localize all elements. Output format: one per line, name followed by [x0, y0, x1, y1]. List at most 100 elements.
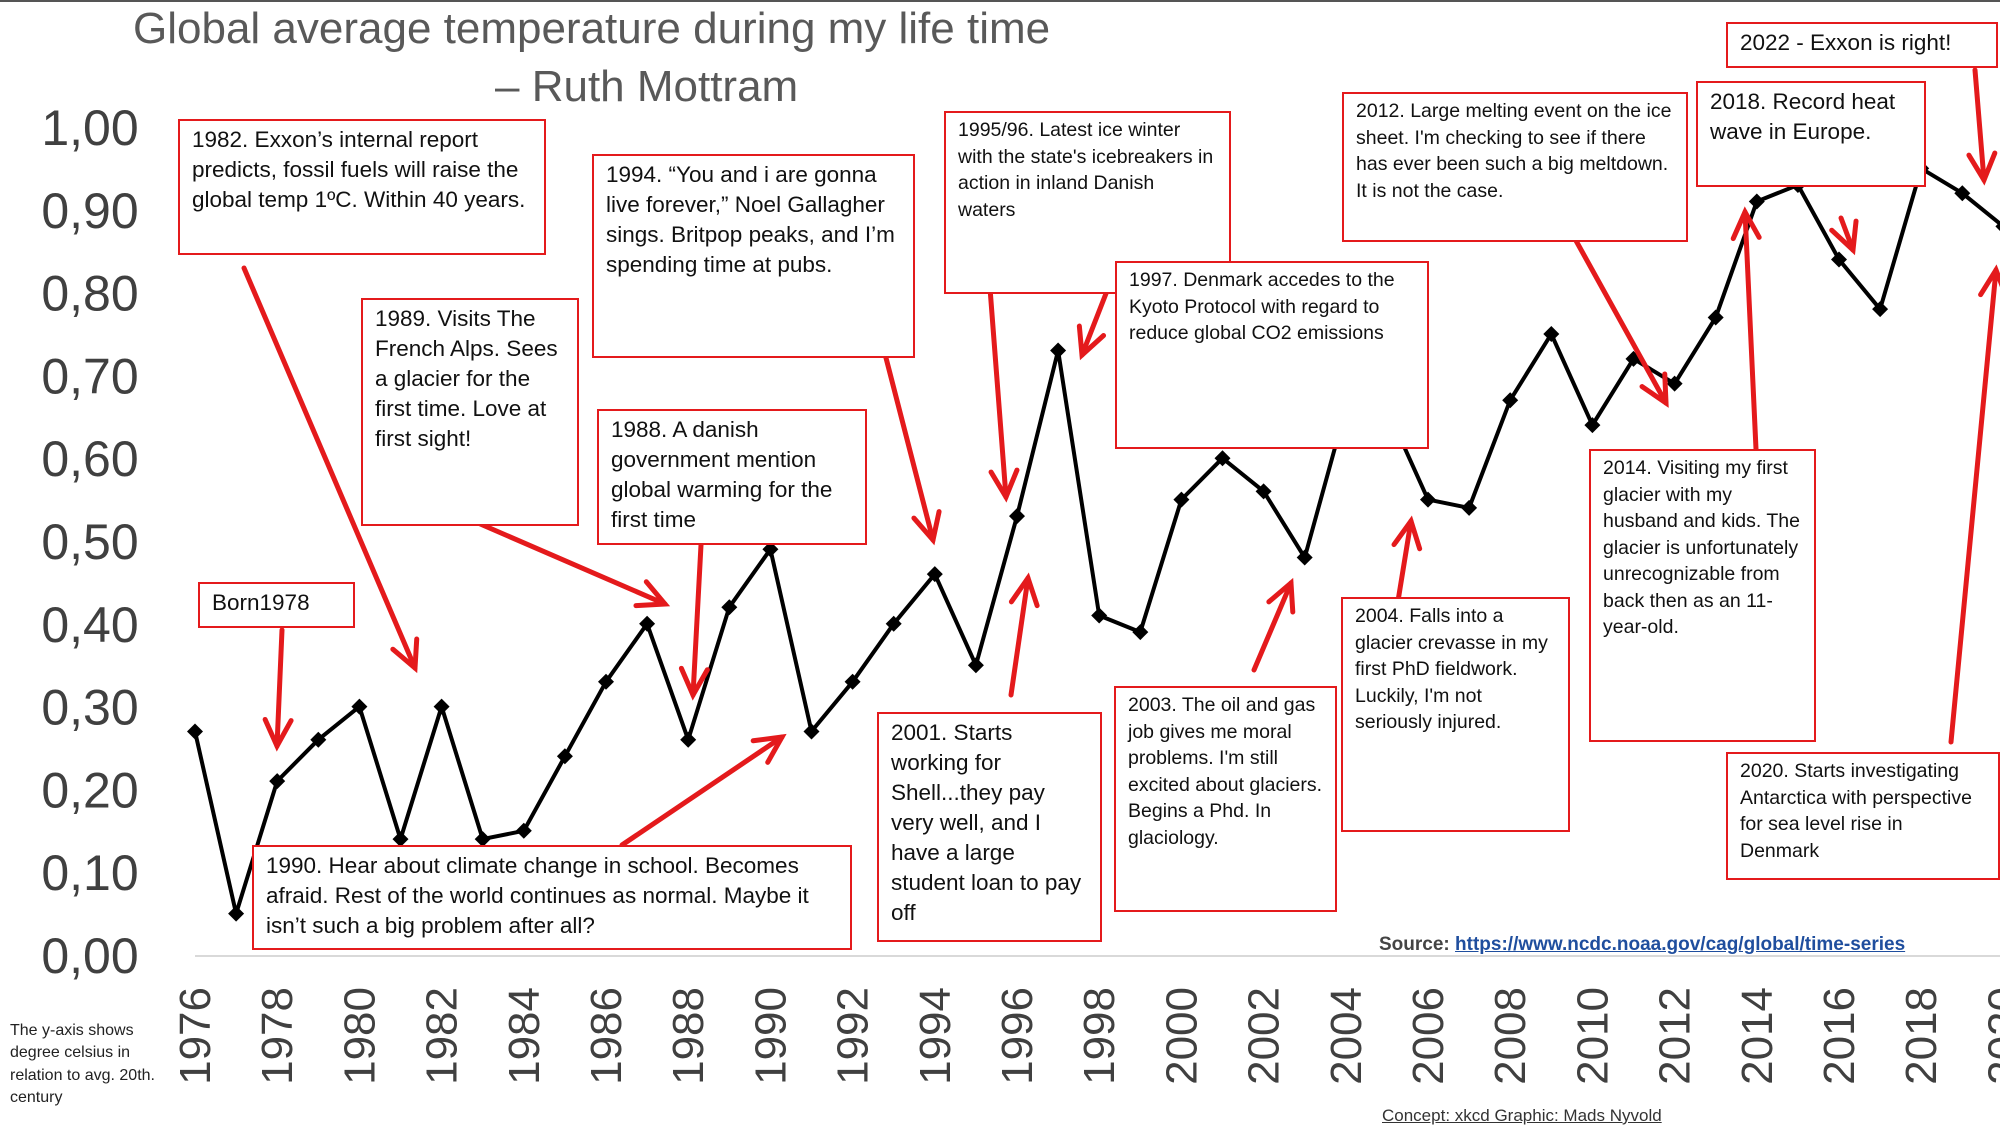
annotation-2022: 2022 - Exxon is right!: [1726, 22, 1998, 68]
credit-text: Concept: xkcd Graphic: Mads Nyvold: [1382, 1106, 1662, 1125]
x-tick-label: 1982: [418, 987, 467, 1085]
data-point: [1584, 417, 1601, 434]
annotation-arrow: [1008, 572, 1040, 698]
data-point: [515, 822, 532, 839]
x-tick-label: 1988: [664, 987, 713, 1085]
data-point-markers: [187, 160, 2000, 922]
x-tick-label: 2018: [1897, 987, 1946, 1085]
data-point: [1461, 499, 1478, 516]
x-tick-label: 1984: [500, 987, 549, 1085]
data-point: [1995, 221, 2000, 231]
annotation-arrow: [241, 265, 420, 674]
data-point: [1872, 301, 1889, 318]
x-tick-label: 2014: [1733, 987, 1782, 1085]
data-point: [803, 723, 820, 740]
annotation-1994: 1994. “You and i are gonna live forever,…: [592, 154, 915, 358]
annotation-1990: 1990. Hear about climate change in schoo…: [252, 845, 852, 950]
x-tick-label: 2006: [1404, 987, 1453, 1085]
data-point: [598, 673, 614, 690]
annotation-2012: 2012. Large melting event on the ice she…: [1342, 92, 1688, 242]
annotation-1988: 1988. A danish government mention global…: [597, 409, 867, 545]
data-point: [1173, 491, 1190, 508]
data-point: [433, 698, 450, 715]
data-point: [721, 599, 738, 616]
y-tick-label: 0,30: [41, 680, 138, 736]
data-point: [1707, 309, 1724, 326]
annotation-arrow: [619, 733, 787, 848]
x-tick-label: 2000: [1157, 987, 1206, 1085]
annotation-arrow: [1948, 264, 2000, 745]
x-tick-label: 1978: [253, 987, 302, 1085]
annotation-arrow: [874, 320, 942, 546]
data-point: [639, 615, 656, 632]
chart-title: Global average temperature during my lif…: [133, 4, 1051, 53]
data-point: [1748, 193, 1765, 210]
data-point: [762, 541, 779, 558]
annotation-arrow: [1829, 215, 1859, 256]
data-point: [1091, 607, 1108, 624]
data-point: [1009, 508, 1025, 525]
data-point: [556, 748, 573, 765]
data-point: [1954, 185, 1971, 202]
annotation-2020: 2020. Starts investigating Antarctica wi…: [1726, 752, 2000, 880]
data-point: [967, 657, 984, 674]
y-tick-label: 0,20: [41, 762, 138, 818]
source-label: Source:: [1379, 934, 1450, 955]
x-tick-label: 1992: [829, 987, 878, 1085]
annotation-arrow: [1391, 515, 1423, 604]
chart-subtitle: – Ruth Mottram: [495, 62, 799, 111]
source-line: Source: https://www.ncdc.noaa.gov/cag/gl…: [1379, 934, 1905, 956]
data-point: [1502, 392, 1519, 409]
data-point: [474, 831, 491, 848]
annotation-2004: 2004. Falls into a glacier crevasse in m…: [1341, 597, 1570, 832]
annotation-2014: 2014. Visiting my first glacier with my …: [1589, 449, 1816, 742]
annotation-1982: 1982. Exxon’s internal report predicts, …: [178, 119, 546, 255]
annotation-arrow: [1251, 577, 1296, 673]
y-tick-label: 1,00: [41, 100, 138, 156]
data-point: [228, 905, 245, 922]
data-point: [926, 566, 943, 583]
x-tick-label: 1990: [746, 987, 795, 1085]
y-tick-label: 0,10: [41, 845, 138, 901]
source-link[interactable]: https://www.ncdc.noaa.gov/cag/global/tim…: [1455, 934, 1906, 955]
x-tick-label: 2008: [1486, 987, 1535, 1085]
x-tick-label: 1994: [911, 987, 960, 1085]
x-tick-label: 2010: [1568, 987, 1617, 1085]
x-tick-label: 1996: [993, 987, 1042, 1085]
data-point: [351, 698, 368, 715]
data-point: [1255, 483, 1272, 500]
annotation-1989: 1989. Visits The French Alps. Sees a gla…: [361, 298, 579, 526]
data-point: [844, 673, 861, 690]
y-tick-label: 0,40: [41, 597, 138, 653]
x-tick-label: 1976: [171, 987, 220, 1085]
x-tick-label: 2016: [1815, 987, 1864, 1085]
x-tick-label: 1998: [1075, 987, 1124, 1085]
y-axis-note: The y-axis shows degree celsius in relat…: [10, 1022, 155, 1107]
data-point: [310, 731, 327, 748]
data-point: [1050, 342, 1067, 359]
data-point: [1666, 375, 1683, 392]
data-point: [1420, 491, 1436, 508]
annotation-1978: Born1978: [198, 582, 355, 628]
x-tick-label: 2004: [1322, 987, 1371, 1085]
y-tick-label: 0,60: [41, 431, 138, 487]
data-point: [1543, 326, 1560, 342]
data-point: [1132, 624, 1149, 641]
data-point: [1831, 251, 1847, 268]
annotation-arrows: [241, 67, 2000, 848]
data-point: [1296, 549, 1313, 566]
annotation-2018: 2018. Record heat wave in Europe.: [1696, 81, 1926, 187]
annotation-arrow: [262, 627, 294, 752]
annotation-arrow: [678, 542, 710, 701]
x-tick-label: 2012: [1651, 987, 1700, 1085]
x-axis: 1976 1978 1980 1982 1984 1986 1988 1990 1992 1994…: [171, 987, 2000, 1085]
x-tick-label: 2020: [1979, 987, 2000, 1085]
top-border: [0, 0, 2000, 2]
data-point: [187, 723, 203, 740]
annotation-2003: 2003. The oil and gas job gives me moral…: [1114, 686, 1337, 912]
data-point: [392, 831, 409, 848]
annotation-arrow: [1966, 67, 1998, 186]
y-tick-label: 0,50: [41, 514, 138, 570]
annotation-arrow: [475, 520, 671, 609]
